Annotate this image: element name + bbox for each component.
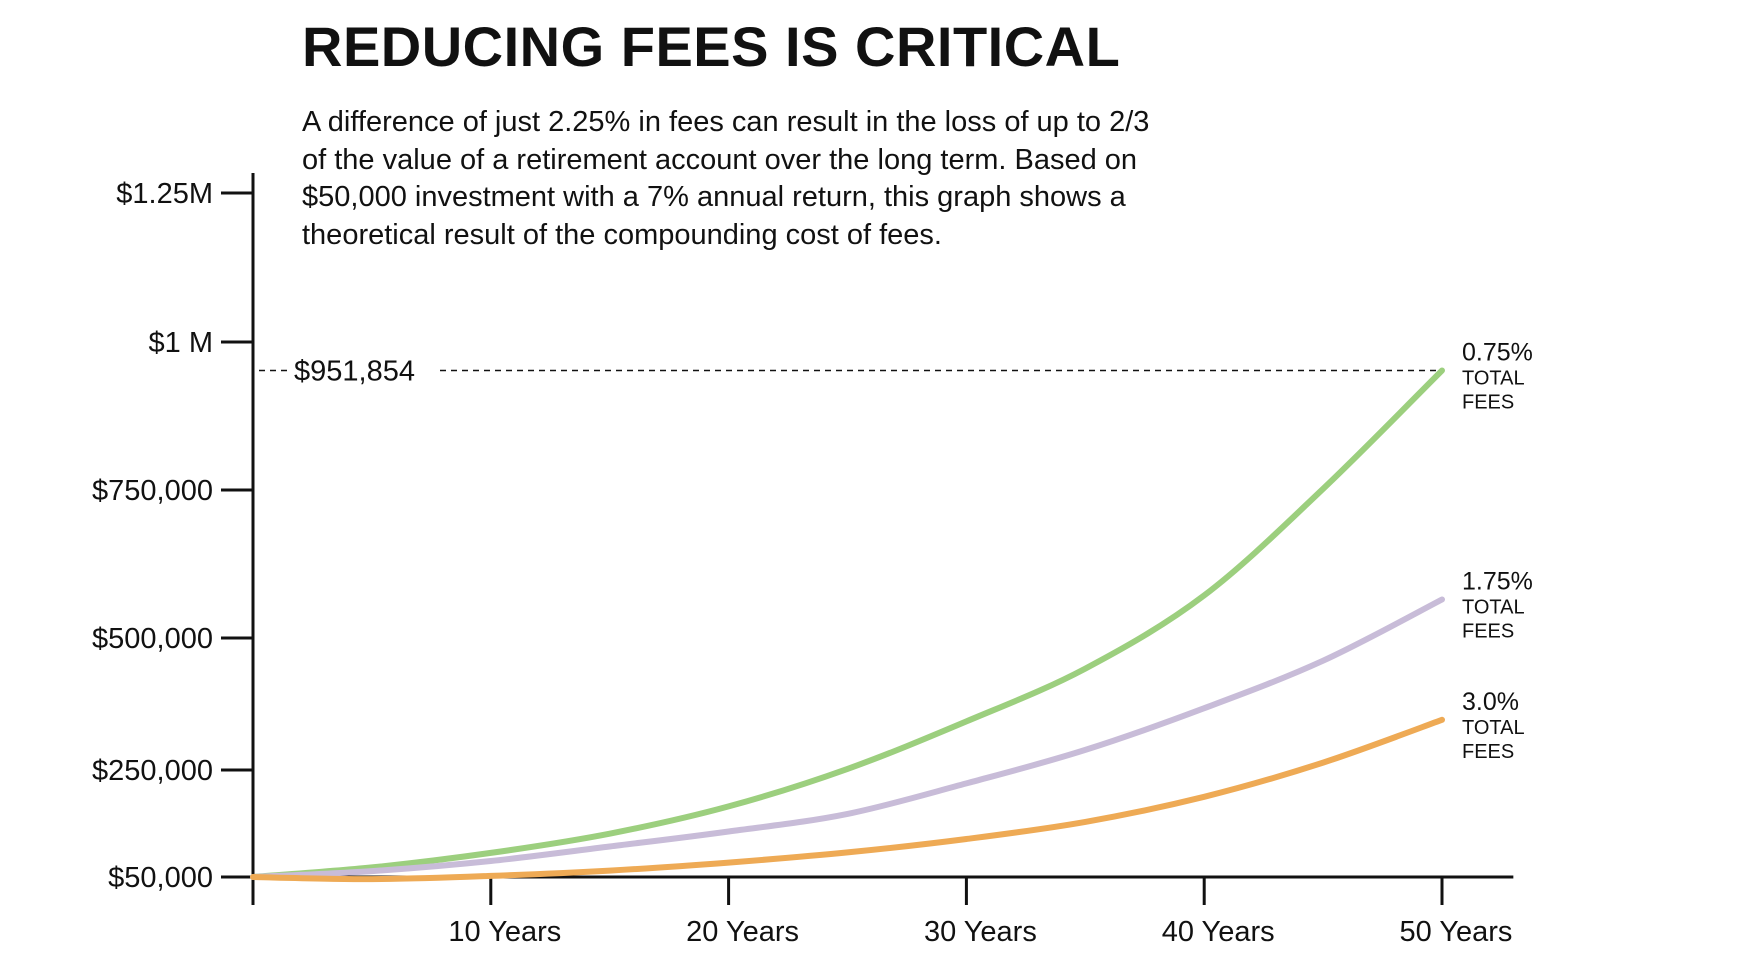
series-sublabel-3-0: TOTAL: [1462, 717, 1525, 739]
chart-title: REDUCING FEES IS CRITICAL: [302, 15, 1121, 78]
series-label-1-75: 1.75%: [1462, 568, 1533, 596]
reference-line-group: $951,854: [259, 356, 1442, 388]
y-tick-label: $50,000: [108, 862, 213, 894]
x-tick-label: 20 Years: [686, 916, 799, 948]
y-tick-label: $1.25M: [116, 178, 213, 210]
y-tick-label: $500,000: [92, 623, 213, 655]
series-sublabel-0-75: TOTAL: [1462, 368, 1525, 390]
y-tick-label: $1 M: [149, 327, 213, 359]
series-sublabel-3-0: FEES: [1462, 741, 1514, 763]
x-tick-label: 50 Years: [1400, 916, 1513, 948]
series-label-0-75: 0.75%: [1462, 339, 1533, 367]
reference-value-label: $951,854: [294, 356, 415, 388]
axes: $50,000 $250,000 $500,000 $750,000 $1 M $1.25…: [92, 173, 1514, 948]
series-line-1-75: [250, 596, 1445, 880]
y-tick-label: $250,000: [92, 755, 213, 787]
series-sublabel-0-75: FEES: [1462, 392, 1514, 414]
x-tick-label: 30 Years: [924, 916, 1037, 948]
y-tick-label: $750,000: [92, 475, 213, 507]
series-sublabel-1-75: FEES: [1462, 621, 1514, 643]
x-tick-label: 10 Years: [448, 916, 561, 948]
series-label-3-0: 3.0%: [1462, 688, 1519, 716]
series-labels: 0.75%TOTALFEES1.75%TOTALFEES3.0%TOTALFEE…: [1462, 339, 1533, 763]
series-sublabel-1-75: TOTAL: [1462, 597, 1525, 619]
series-line-3-0: [250, 716, 1445, 883]
series-lines: [250, 367, 1445, 883]
x-tick-label: 40 Years: [1162, 916, 1275, 948]
series-line-0-75: [250, 367, 1445, 880]
chart-subtitle: A difference of just 2.25% in fees can r…: [302, 106, 1150, 251]
